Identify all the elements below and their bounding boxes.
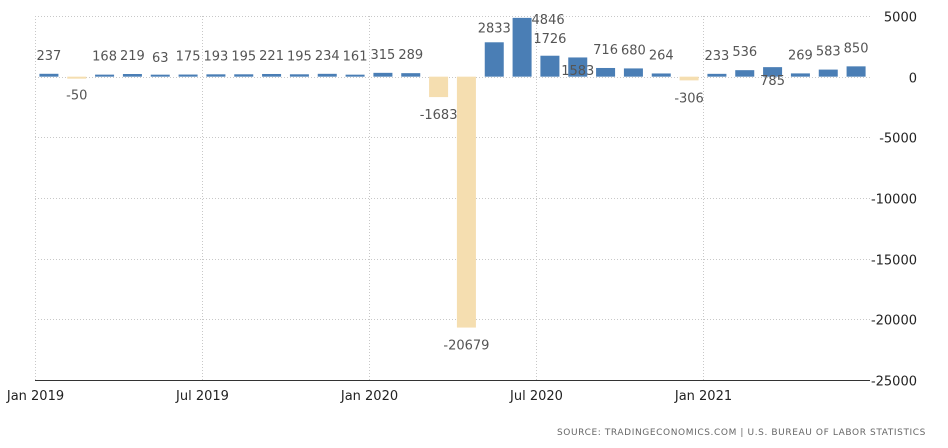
data-label: 63 [152,51,169,66]
bar [373,72,393,77]
data-label: 195 [287,49,312,64]
bar [345,74,365,77]
bar [95,74,115,77]
bar [429,76,449,98]
bar [568,57,588,77]
data-label: 4846 [532,13,565,28]
bar [651,73,671,77]
bar [206,74,226,77]
y-tick-label: -15000 [871,254,917,269]
data-label: 2833 [478,21,511,36]
x-tick-label: Jan 2021 [674,389,732,404]
data-label: 1726 [533,32,566,47]
y-tick-label: -25000 [871,375,917,390]
data-label: -1683 [420,108,458,123]
bar [150,74,170,77]
data-label: 234 [315,49,340,64]
y-axis: 5000 0 -5000 -10000 -15000 -20000 -25000 [871,11,917,390]
data-label: 195 [231,49,256,64]
data-label: 237 [37,49,62,64]
bar [484,42,504,77]
data-label: 175 [176,50,201,65]
data-label: 680 [621,43,646,58]
data-label: 716 [593,43,618,58]
x-tick-label: Jul 2019 [175,389,229,404]
bar [234,74,254,77]
data-label: 219 [120,49,145,64]
x-tick-label: Jul 2020 [509,389,563,404]
y-tick-label: -10000 [871,193,917,208]
source-note: SOURCE: TRADINGECONOMICS.COM | U.S. BURE… [556,428,926,438]
data-label: -20679 [443,339,489,354]
y-tick-label: 0 [909,72,917,87]
data-label: 583 [816,45,841,60]
bar [178,74,198,77]
bar [67,76,87,79]
bar [763,67,783,77]
y-tick-label: -20000 [871,314,917,329]
data-label: -306 [674,91,704,106]
x-axis: Jan 2019 Jul 2019 Jan 2020 Jul 2020 Jan 2021 [6,380,870,404]
data-label: 269 [788,48,813,63]
bar [512,17,532,77]
bar [846,66,866,77]
data-label: -50 [66,88,87,103]
bar [317,73,337,77]
data-label: 785 [760,74,785,89]
data-label: 161 [343,50,368,65]
bars [39,17,866,328]
data-label: 221 [259,49,284,64]
bar [735,70,755,77]
bar [790,73,810,77]
y-tick-label: -5000 [879,132,917,147]
bar [456,76,476,328]
bar [818,69,838,77]
bar [540,55,560,77]
data-label: 315 [371,48,396,63]
bar [262,73,282,77]
data-label: 850 [844,41,869,56]
x-tick-label: Jan 2020 [340,389,398,404]
data-label: 233 [705,49,730,64]
data-label: 536 [732,45,757,60]
data-label: 193 [204,49,229,64]
bar [289,74,309,77]
bar [707,73,727,77]
data-label: 264 [649,48,674,63]
bar [596,67,616,77]
data-label: 1583 [561,64,594,79]
bar [401,73,421,77]
bar [39,73,59,77]
bar [623,68,643,77]
bar [679,76,699,81]
y-tick-label: 5000 [884,11,917,26]
bar [122,74,142,77]
x-tick-label: Jan 2019 [6,389,64,404]
data-label: 168 [92,50,117,65]
data-label: 289 [398,48,423,63]
